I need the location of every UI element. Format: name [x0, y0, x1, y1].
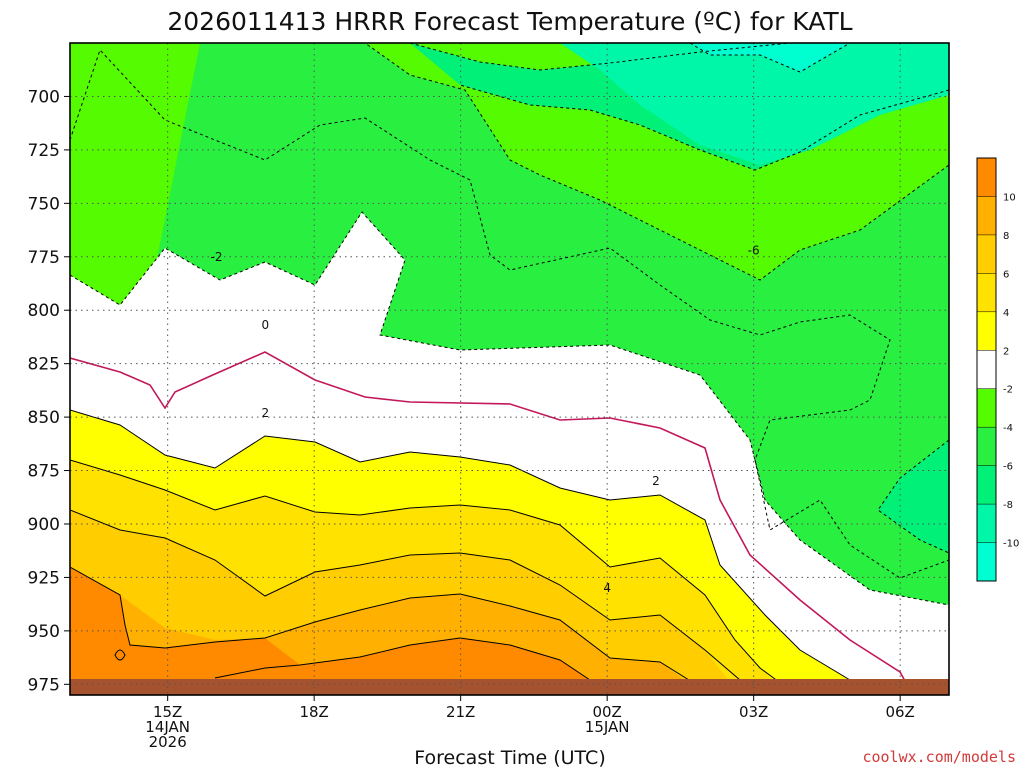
grid-lines — [70, 43, 949, 695]
colorbar-swatch — [977, 311, 996, 351]
band-neg8-to-neg10 — [560, 43, 949, 165]
contour-neg6-east — [877, 439, 949, 554]
plot-area — [70, 43, 949, 695]
colorbar-frame — [976, 157, 997, 582]
contour-8 — [70, 566, 706, 691]
contour-neg2 — [70, 211, 949, 606]
x-tick-label: 18Z — [299, 703, 328, 721]
x-tick-label: 03Z — [739, 703, 768, 721]
colorbar-tick-label: -2 — [1003, 385, 1013, 396]
contour-neg8 — [409, 43, 791, 71]
contour-4 — [70, 459, 791, 691]
colorbar-tick-label: 10 — [1003, 192, 1016, 203]
band-neg10-to-neg12 — [690, 43, 850, 72]
band-neg6-to-neg8-east — [878, 440, 949, 553]
y-tick-label: 950 — [28, 622, 60, 642]
contour-zero — [70, 351, 911, 691]
y-tick-label: 875 — [28, 462, 60, 482]
contour-lines — [70, 43, 949, 691]
y-tick-label: 775 — [28, 248, 60, 268]
y-tick-label: 975 — [28, 675, 60, 695]
y-tick-label: 900 — [28, 515, 60, 535]
contour-label: -6 — [748, 243, 760, 257]
contour-neg8-lower — [459, 84, 949, 171]
contour-label: -2 — [211, 250, 223, 264]
contour-10 — [214, 637, 591, 681]
contour-label: 2 — [262, 406, 270, 420]
colorbar-tick-label: -4 — [1003, 423, 1013, 434]
contour-10-loop — [114, 649, 126, 661]
colorbar-swatch — [977, 427, 996, 467]
band-10-to-12 — [70, 567, 590, 695]
x-tick-label: 2026 — [149, 733, 187, 751]
contour-label: 2 — [652, 474, 660, 488]
x-tick-label: 21Z — [446, 703, 475, 721]
colorbar-tick-label: -6 — [1003, 462, 1013, 473]
colorbar-tick-label: 4 — [1003, 308, 1009, 319]
plot-frame — [69, 42, 950, 696]
contour-labels: -2 0 2 -6 2 4 — [211, 243, 760, 595]
contour-label: 4 — [603, 581, 611, 595]
x-tick-label: 14JAN — [145, 718, 190, 736]
colorbar-swatch — [977, 158, 996, 197]
colorbar-swatch — [977, 196, 996, 236]
x-tick-label: 06Z — [885, 703, 914, 721]
y-tick-label: 925 — [28, 568, 60, 588]
contour-6 — [70, 509, 741, 681]
site-credit: coolwx.com/models — [862, 748, 1016, 766]
colorbar-swatch — [977, 234, 996, 274]
colorbar-tick-label: -10 — [1003, 539, 1019, 550]
y-tick-label: 850 — [28, 408, 60, 428]
x-axis-label: Forecast Time (UTC) — [414, 747, 605, 768]
colorbar-tick-label: 6 — [1003, 269, 1009, 280]
colorbar-swatch — [977, 465, 996, 505]
contour-neg6 — [200, 43, 949, 281]
y-tick-label: 800 — [28, 301, 60, 321]
colorbar-swatch — [977, 504, 996, 544]
x-tick-label: 00Z — [592, 703, 621, 721]
colorbar-tick-label: 8 — [1003, 231, 1009, 242]
x-tick-label: 15JAN — [585, 718, 630, 736]
contour-neg10 — [689, 43, 851, 73]
colorbar-swatch — [977, 273, 996, 313]
y-tick-label: 825 — [28, 355, 60, 375]
colorbar-tick-label: 2 — [1003, 346, 1009, 357]
y-tick-label: 725 — [28, 141, 60, 161]
x-tick-label: 15Z — [153, 703, 182, 721]
ground-surface — [70, 679, 949, 695]
contour-label: 0 — [262, 318, 270, 332]
contour-2 — [70, 409, 851, 681]
colorbar-swatch — [977, 388, 996, 428]
colorbar-swatch — [977, 350, 996, 390]
colorbar: 10 8 6 4 2 -2 -4 -6 -8 -10 — [976, 157, 1019, 582]
colorbar-swatch — [977, 542, 996, 582]
y-axis: 700 725 750 775 800 825 850 875 900 925 950 975 — [28, 87, 70, 695]
y-tick-label: 750 — [28, 194, 60, 214]
chart-title: 2026011413 HRRR Forecast Temperature (ºC… — [167, 7, 852, 36]
colorbar-tick-label: -8 — [1003, 500, 1013, 511]
y-tick-label: 700 — [28, 87, 60, 107]
